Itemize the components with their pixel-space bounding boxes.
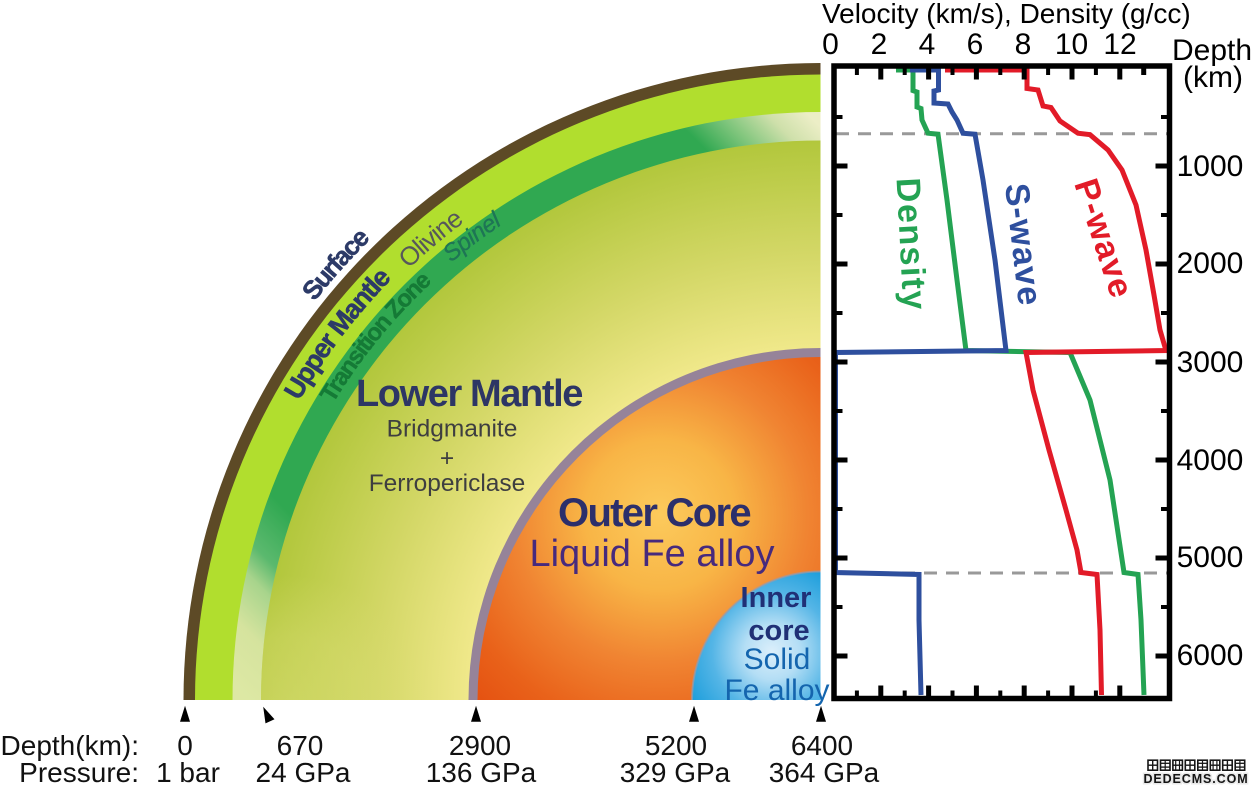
svg-text:24 GPa: 24 GPa (256, 757, 351, 788)
svg-text:8: 8 (1015, 28, 1032, 61)
svg-text:136 GPa: 136 GPa (426, 757, 537, 788)
svg-text:12: 12 (1103, 28, 1136, 61)
svg-text:2000: 2000 (1177, 247, 1244, 280)
svg-text:Liquid Fe alloy: Liquid Fe alloy (529, 533, 774, 575)
svg-text:2: 2 (871, 28, 888, 61)
svg-text:2900: 2900 (449, 730, 511, 761)
svg-text:Outer Core: Outer Core (558, 491, 750, 535)
svg-text:Ferropericlase: Ferropericlase (369, 470, 526, 497)
svg-text:364 GPa: 364 GPa (769, 757, 880, 788)
svg-text:S-wave: S-wave (997, 181, 1049, 308)
svg-text:0: 0 (822, 28, 839, 61)
svg-text:Lower Mantle: Lower Mantle (356, 373, 582, 415)
svg-text:+: + (440, 445, 454, 472)
svg-text:0: 0 (177, 730, 193, 761)
svg-text:6400: 6400 (791, 730, 853, 761)
svg-text:329 GPa: 329 GPa (620, 757, 731, 788)
svg-text:1 bar: 1 bar (156, 757, 220, 788)
svg-text:3000: 3000 (1177, 346, 1244, 379)
svg-text:Inner: Inner (741, 582, 812, 614)
svg-text:10: 10 (1055, 28, 1088, 61)
svg-text:5000: 5000 (1177, 541, 1244, 574)
svg-text:5200: 5200 (645, 730, 707, 761)
svg-text:4000: 4000 (1177, 444, 1244, 477)
svg-text:Depth: Depth (1172, 34, 1252, 67)
svg-text:Solid: Solid (744, 643, 811, 676)
svg-text:Density: Density (889, 177, 934, 312)
svg-text:core: core (748, 615, 809, 647)
svg-text:(km): (km) (1183, 61, 1243, 94)
svg-text:1000: 1000 (1177, 150, 1244, 183)
svg-text:Velocity (km/s), Density (g/cc: Velocity (km/s), Density (g/cc) (822, 0, 1191, 29)
svg-text:Bridgmanite: Bridgmanite (387, 416, 518, 443)
svg-text:6000: 6000 (1177, 639, 1244, 672)
svg-text:Pressure:: Pressure: (19, 757, 139, 788)
svg-text:DEDECMS.COM: DEDECMS.COM (1143, 772, 1248, 786)
svg-text:6: 6 (967, 28, 984, 61)
svg-text:Fe alloy: Fe alloy (724, 674, 829, 707)
svg-text:670: 670 (277, 730, 324, 761)
svg-text:Depth(km):: Depth(km): (1, 730, 139, 761)
svg-text:4: 4 (919, 28, 936, 61)
